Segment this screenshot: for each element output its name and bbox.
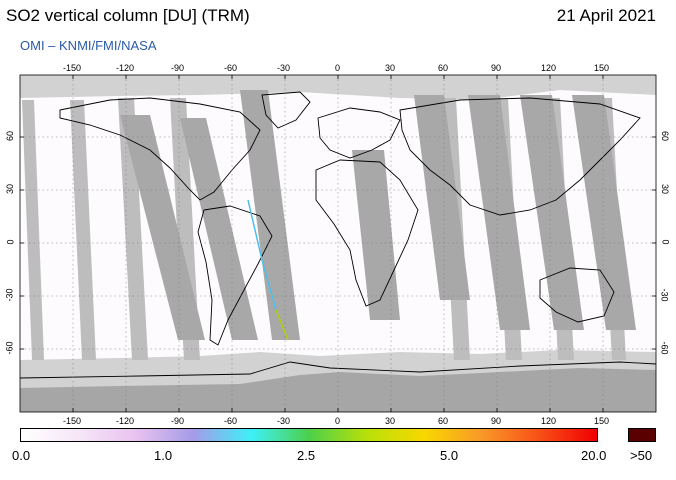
lon-tick-top: 150 — [594, 63, 610, 73]
south-america-outline — [197, 205, 273, 346]
orbit-gaps-dark — [120, 90, 636, 340]
lon-tick-top: 30 — [385, 63, 396, 73]
orbit-gap — [118, 98, 148, 360]
lon-tick-bottom: 90 — [491, 416, 502, 426]
color-scale-over-box — [628, 428, 656, 442]
lon-tick-bottom: -60 — [224, 416, 238, 426]
lon-tick-top: 0 — [335, 63, 341, 73]
lat-tick-left: -30 — [4, 288, 15, 302]
lat-tick-right: 60 — [660, 130, 671, 142]
africa-outline — [315, 159, 419, 307]
orbit-gap — [22, 100, 44, 360]
lat-tick-left: -60 — [4, 341, 15, 355]
lon-tick-bottom: 150 — [594, 416, 610, 426]
lat-tick-left: 30 — [5, 183, 16, 195]
lat-tick-right: 0 — [660, 239, 671, 245]
orbit-gap — [180, 118, 258, 340]
scale-label: 2.5 — [297, 448, 316, 463]
lon-tick-bottom: 60 — [438, 416, 449, 426]
lat-tick-right: 30 — [660, 183, 671, 195]
lon-tick-top: -30 — [277, 63, 291, 73]
scale-over-label: >50 — [630, 448, 653, 463]
antarctica-outline — [20, 361, 656, 379]
lon-tick-top: -90 — [171, 63, 185, 73]
lon-tick-top: 90 — [491, 63, 502, 73]
orbit-gap — [70, 100, 96, 360]
australia-outline — [539, 267, 615, 323]
tick-marks — [20, 75, 656, 412]
lon-tick-bottom: 30 — [385, 416, 396, 426]
orbit-gap — [352, 150, 400, 320]
lon-tick-bottom: -120 — [116, 416, 135, 426]
scale-label: 1.0 — [154, 448, 173, 463]
scale-label: 0.0 — [12, 448, 31, 463]
lon-tick-bottom: 0 — [335, 416, 341, 426]
lon-tick-bottom: -30 — [277, 416, 291, 426]
lon-tick-top: 60 — [438, 63, 449, 73]
color-scale-bar — [20, 428, 598, 442]
orbit-gap — [120, 115, 205, 340]
lon-tick-bottom: 120 — [541, 416, 557, 426]
so2-streak-high — [275, 309, 289, 341]
orbit-gap — [520, 95, 584, 330]
scale-label: 20.0 — [581, 448, 607, 463]
asia-outline — [399, 97, 641, 216]
lon-tick-bottom: -90 — [171, 416, 185, 426]
lon-tick-top: -150 — [63, 63, 82, 73]
lon-tick-top: -60 — [224, 63, 238, 73]
map-title: SO2 vertical column [DU] (TRM) — [6, 6, 250, 25]
orbit-gap — [572, 95, 636, 330]
lon-tick-top: 120 — [541, 63, 557, 73]
scale-label: 5.0 — [440, 448, 459, 463]
greenland-outline — [261, 91, 311, 129]
data-source: OMI – KNMI/FMI/NASA — [20, 38, 157, 53]
europe-outline — [317, 107, 401, 159]
lat-tick-left: 0 — [5, 239, 16, 245]
north-america-outline — [59, 97, 261, 201]
map-date: 21 April 2021 — [556, 6, 656, 25]
coastlines — [20, 91, 656, 379]
lon-tick-bottom: -150 — [63, 416, 82, 426]
orbit-gap — [468, 95, 530, 330]
orbit-gap — [414, 95, 470, 300]
lat-tick-right: -30 — [659, 288, 670, 302]
lon-tick-top: -120 — [116, 63, 135, 73]
lat-tick-left: 60 — [5, 130, 16, 142]
lat-tick-right: -60 — [659, 341, 670, 355]
